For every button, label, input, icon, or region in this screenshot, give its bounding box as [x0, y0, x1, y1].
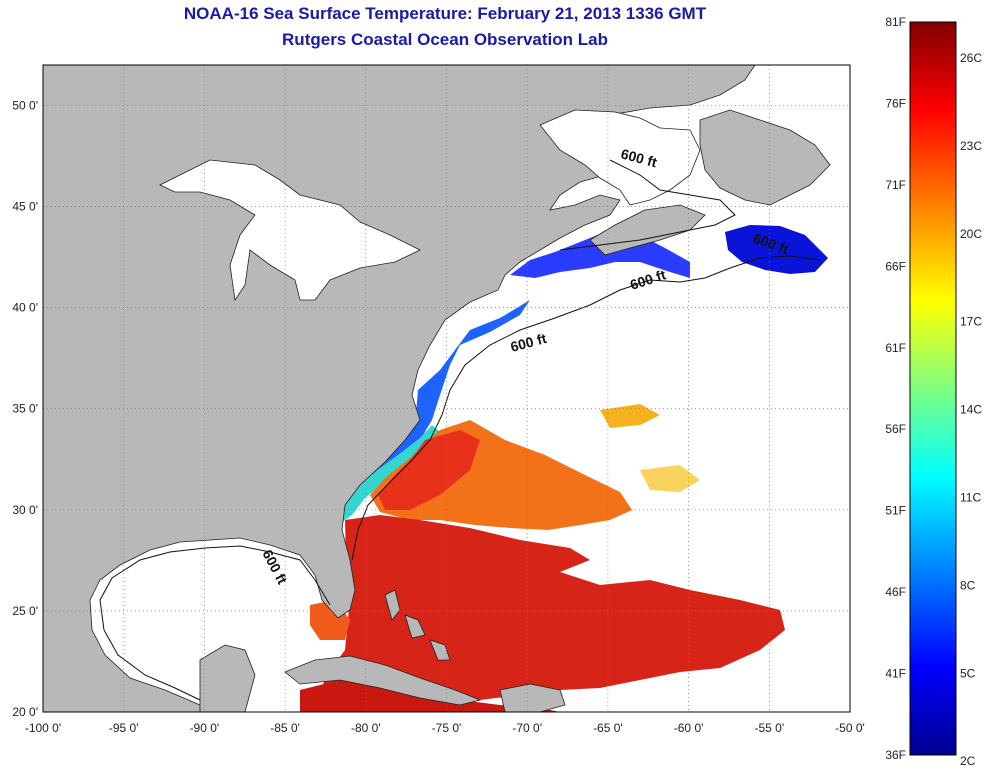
colorbar-label-f: 76F — [885, 96, 906, 110]
colorbar-label-c: 17C — [960, 315, 982, 329]
colorbar-label-c: 26C — [960, 51, 982, 65]
colorbar-label-f: 51F — [885, 504, 906, 518]
plot-frame — [42, 64, 851, 713]
colorbar-label-c: 2C — [960, 754, 976, 768]
longitude-tick-label: -85 0' — [270, 721, 300, 735]
longitude-tick-label: -100 0' — [25, 721, 61, 735]
sst-gulf-stream-red — [378, 430, 480, 510]
colorbar-label-c: 8C — [960, 579, 976, 593]
latitude-tick-labels: 20 0' 25 0' 30 0' 35 0' 40 0' 45 0' 50 0' — [12, 98, 38, 719]
sst-caribbean-red — [300, 680, 560, 712]
longitude-tick-label: -90 0' — [190, 721, 220, 735]
latitude-tick-label: 25 0' — [12, 604, 38, 618]
longitude-tick-labels: -100 0' -95 0' -90 0' -85 0' -80 0' -75 0' -70… — [25, 721, 865, 735]
newfoundland-land — [699, 109, 831, 206]
bahamas-land — [384, 589, 451, 661]
colorbar-label-c: 20C — [960, 227, 982, 241]
longitude-tick-label: -70 0' — [512, 721, 542, 735]
longitude-tick-label: -50 0' — [835, 721, 865, 735]
colorbar-label-c: 5C — [960, 667, 976, 681]
colorbar-label-f: 36F — [885, 748, 906, 762]
colorbar-label-f: 61F — [885, 341, 906, 355]
cuba-land — [284, 655, 482, 706]
contour-gulf-of-mexico — [99, 545, 331, 701]
contour-atlantic-shelf — [351, 255, 821, 561]
longitude-tick-label: -55 0' — [754, 721, 784, 735]
colorbar-label-f: 41F — [885, 667, 906, 681]
longitude-tick-label: -60 0' — [674, 721, 704, 735]
colorbar: 81F 76F 71F 66F 61F 56F 51F 46F 41F 36F 26C 23C 20C… — [885, 15, 982, 768]
sst-sargasso-red — [320, 515, 785, 708]
sst-data-layer — [300, 225, 828, 712]
longitude-tick-label: -65 0' — [593, 721, 623, 735]
colorbar-label-c: 23C — [960, 139, 982, 153]
depth-contours — [99, 159, 821, 701]
latitude-tick-label: 35 0' — [12, 402, 38, 416]
st-lawrence-gulf — [539, 109, 701, 206]
colorbar-label-f: 81F — [885, 15, 906, 29]
sst-scattered-yellow — [640, 465, 700, 492]
colorbar-label-f: 56F — [885, 422, 906, 436]
latitude-tick-label: 30 0' — [12, 503, 38, 517]
sst-scattered-orange — [600, 404, 660, 428]
yucatan-land — [199, 644, 256, 712]
colorbar-label-f: 66F — [885, 259, 906, 273]
longitude-tick-label: -80 0' — [351, 721, 381, 735]
sst-grand-banks-cold — [725, 225, 828, 274]
colorbar-label-f: 71F — [885, 178, 906, 192]
colorbar-label-f: 46F — [885, 585, 906, 599]
hispaniola-land — [499, 683, 566, 712]
contour-scotian-shelf — [559, 159, 736, 251]
map-subtitle: Rutgers Coastal Ocean Observation Lab — [282, 30, 608, 49]
longitude-tick-label: -75 0' — [432, 721, 462, 735]
land-masses — [43, 65, 831, 712]
latitude-tick-label: 50 0' — [12, 98, 38, 112]
latitude-tick-label: 20 0' — [12, 705, 38, 719]
colorbar-label-c: 14C — [960, 403, 982, 417]
colorbar-label-c: 11C — [960, 491, 981, 505]
colorbar-celsius-labels: 26C 23C 20C 17C 14C 11C 8C 5C 2C — [960, 51, 982, 768]
map-title: NOAA-16 Sea Surface Temperature: Februar… — [183, 4, 707, 23]
latitude-tick-label: 45 0' — [12, 200, 38, 214]
colorbar-gradient — [909, 21, 957, 756]
great-lakes — [159, 159, 421, 302]
longitude-tick-label: -95 0' — [109, 721, 139, 735]
colorbar-fahrenheit-labels: 81F 76F 71F 66F 61F 56F 51F 46F 41F 36F — [885, 15, 906, 762]
latitude-tick-label: 40 0' — [12, 301, 38, 315]
